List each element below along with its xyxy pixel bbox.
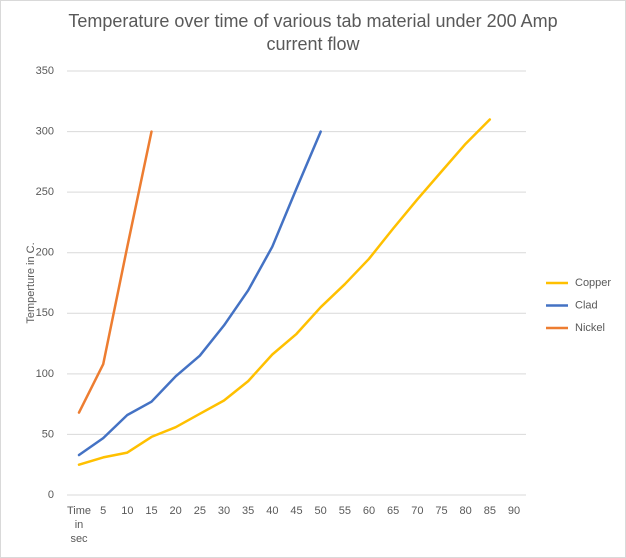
series-line [77, 130, 153, 414]
x-tick-label: 65 [387, 505, 399, 517]
x-tick-label: 85 [484, 505, 496, 517]
chart-title: Temperature over time of various tab mat… [68, 11, 558, 54]
x-tick-label: 40 [266, 505, 278, 517]
y-tick-label: 100 [36, 368, 54, 380]
y-tick-label: 50 [42, 428, 54, 440]
legend-label: Clad [575, 299, 598, 311]
legend-label: Nickel [575, 322, 605, 334]
x-tick-label: 90 [508, 505, 520, 517]
x-tick-label: 50 [315, 505, 327, 517]
x-tick-label: 25 [194, 505, 206, 517]
y-tick-label: 200 [36, 247, 54, 259]
x-tick-label: 20 [170, 505, 182, 517]
x-tick-label: 5 [100, 505, 106, 517]
x-tick-label: 55 [339, 505, 351, 517]
x-tick-label: 10 [121, 505, 133, 517]
x-tick-label: 15 [145, 505, 157, 517]
x-tick-label: 75 [435, 505, 447, 517]
x-tick-label: 80 [460, 505, 472, 517]
x-tick-label: 35 [242, 505, 254, 517]
series-line [77, 130, 322, 457]
x-tick-label: 60 [363, 505, 375, 517]
y-tick-label: 150 [36, 307, 54, 319]
y-axis-title: Temperture in C. [25, 242, 37, 323]
x-tick-label: 45 [290, 505, 302, 517]
y-tick-label: 0 [48, 489, 54, 501]
y-tick-label: 250 [36, 186, 54, 198]
x-tick-label: 70 [411, 505, 423, 517]
x-tick-label: 30 [218, 505, 230, 517]
legend-label: Copper [575, 277, 611, 289]
x-tick-label: Time in sec [67, 505, 91, 545]
y-tick-label: 300 [36, 125, 54, 137]
series-line [77, 118, 492, 466]
y-tick-label: 350 [36, 65, 54, 77]
